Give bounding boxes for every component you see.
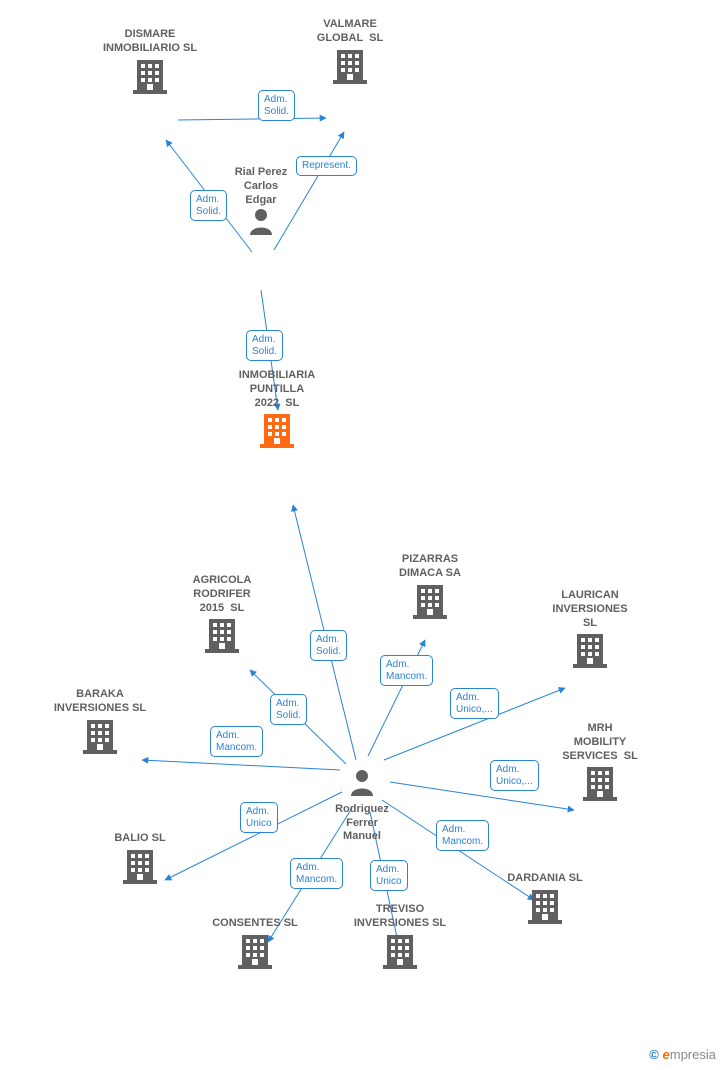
building-icon xyxy=(333,75,367,87)
company-node[interactable]: VALMAREGLOBAL SL xyxy=(290,18,410,88)
node-label: DISMAREINMOBILIARIO SL xyxy=(90,28,210,56)
building-icon xyxy=(123,875,157,887)
edge-label: Adm.Solid. xyxy=(190,190,227,221)
building-icon xyxy=(383,960,417,972)
person-icon xyxy=(349,787,375,799)
node-label: AGRICOLARODRIFER2015 SL xyxy=(162,574,282,615)
building-icon xyxy=(238,960,272,972)
copyright-symbol: © xyxy=(649,1047,659,1062)
node-label: DARDANIA SL xyxy=(485,872,605,886)
edge-label: Adm.Unico xyxy=(240,802,278,833)
person-icon xyxy=(248,226,274,238)
company-node[interactable]: TREVISOINVERSIONES SL xyxy=(340,903,460,973)
edge-label: Adm.Mancom. xyxy=(210,726,263,757)
building-icon xyxy=(583,792,617,804)
building-icon xyxy=(573,659,607,671)
edge-line xyxy=(178,118,326,120)
node-label: RodriguezFerrerManuel xyxy=(302,803,422,844)
building-icon xyxy=(83,745,117,757)
edge-label: Adm.Mancom. xyxy=(380,655,433,686)
building-icon xyxy=(205,644,239,656)
diagram-canvas: DISMAREINMOBILIARIO SLVALMAREGLOBAL SLRi… xyxy=(0,0,728,1070)
company-node[interactable]: BALIO SL xyxy=(80,832,200,889)
company-node[interactable]: BARAKAINVERSIONES SL xyxy=(40,688,160,758)
node-label: TREVISOINVERSIONES SL xyxy=(340,903,460,931)
company-node[interactable]: LAURICANINVERSIONESSL xyxy=(530,589,650,673)
company-node[interactable]: CONSENTES SL xyxy=(195,917,315,974)
building-icon xyxy=(260,439,294,451)
edge-label: Adm.Solid. xyxy=(310,630,347,661)
watermark: © empresia xyxy=(649,1047,716,1062)
edge-label: Adm.Unico,... xyxy=(450,688,499,719)
edge-label: Adm.Solid. xyxy=(258,90,295,121)
node-label: CONSENTES SL xyxy=(195,917,315,931)
edge-label: Adm.Mancom. xyxy=(290,858,343,889)
building-icon xyxy=(528,915,562,927)
edge-label: Adm.Solid. xyxy=(246,330,283,361)
company-node[interactable]: DISMAREINMOBILIARIO SL xyxy=(90,28,210,98)
node-label: LAURICANINVERSIONESSL xyxy=(530,589,650,630)
building-icon xyxy=(133,85,167,97)
node-label: BALIO SL xyxy=(80,832,200,846)
node-label: MRHMOBILITYSERVICES SL xyxy=(540,722,660,763)
brand-rest: mpresia xyxy=(670,1047,716,1062)
edge-label: Adm.Mancom. xyxy=(436,820,489,851)
building-icon xyxy=(413,610,447,622)
node-label: VALMAREGLOBAL SL xyxy=(290,18,410,46)
node-label: BARAKAINVERSIONES SL xyxy=(40,688,160,716)
person-node[interactable]: RodriguezFerrerManuel xyxy=(302,768,422,844)
edge-label: Adm.Solid. xyxy=(270,694,307,725)
company-node[interactable]: MRHMOBILITYSERVICES SL xyxy=(540,722,660,806)
brand-initial: e xyxy=(663,1047,670,1062)
node-label: PIZARRASDIMACA SA xyxy=(370,553,490,581)
edge-label: Adm.Unico,... xyxy=(490,760,539,791)
company-node[interactable]: INMOBILIARIAPUNTILLA2022 SL xyxy=(217,369,337,453)
node-label: INMOBILIARIAPUNTILLA2022 SL xyxy=(217,369,337,410)
edge-label: Represent. xyxy=(296,156,357,176)
company-node[interactable]: DARDANIA SL xyxy=(485,872,605,929)
company-node[interactable]: PIZARRASDIMACA SA xyxy=(370,553,490,623)
company-node[interactable]: AGRICOLARODRIFER2015 SL xyxy=(162,574,282,658)
edge-label: Adm.Unico xyxy=(370,860,408,891)
